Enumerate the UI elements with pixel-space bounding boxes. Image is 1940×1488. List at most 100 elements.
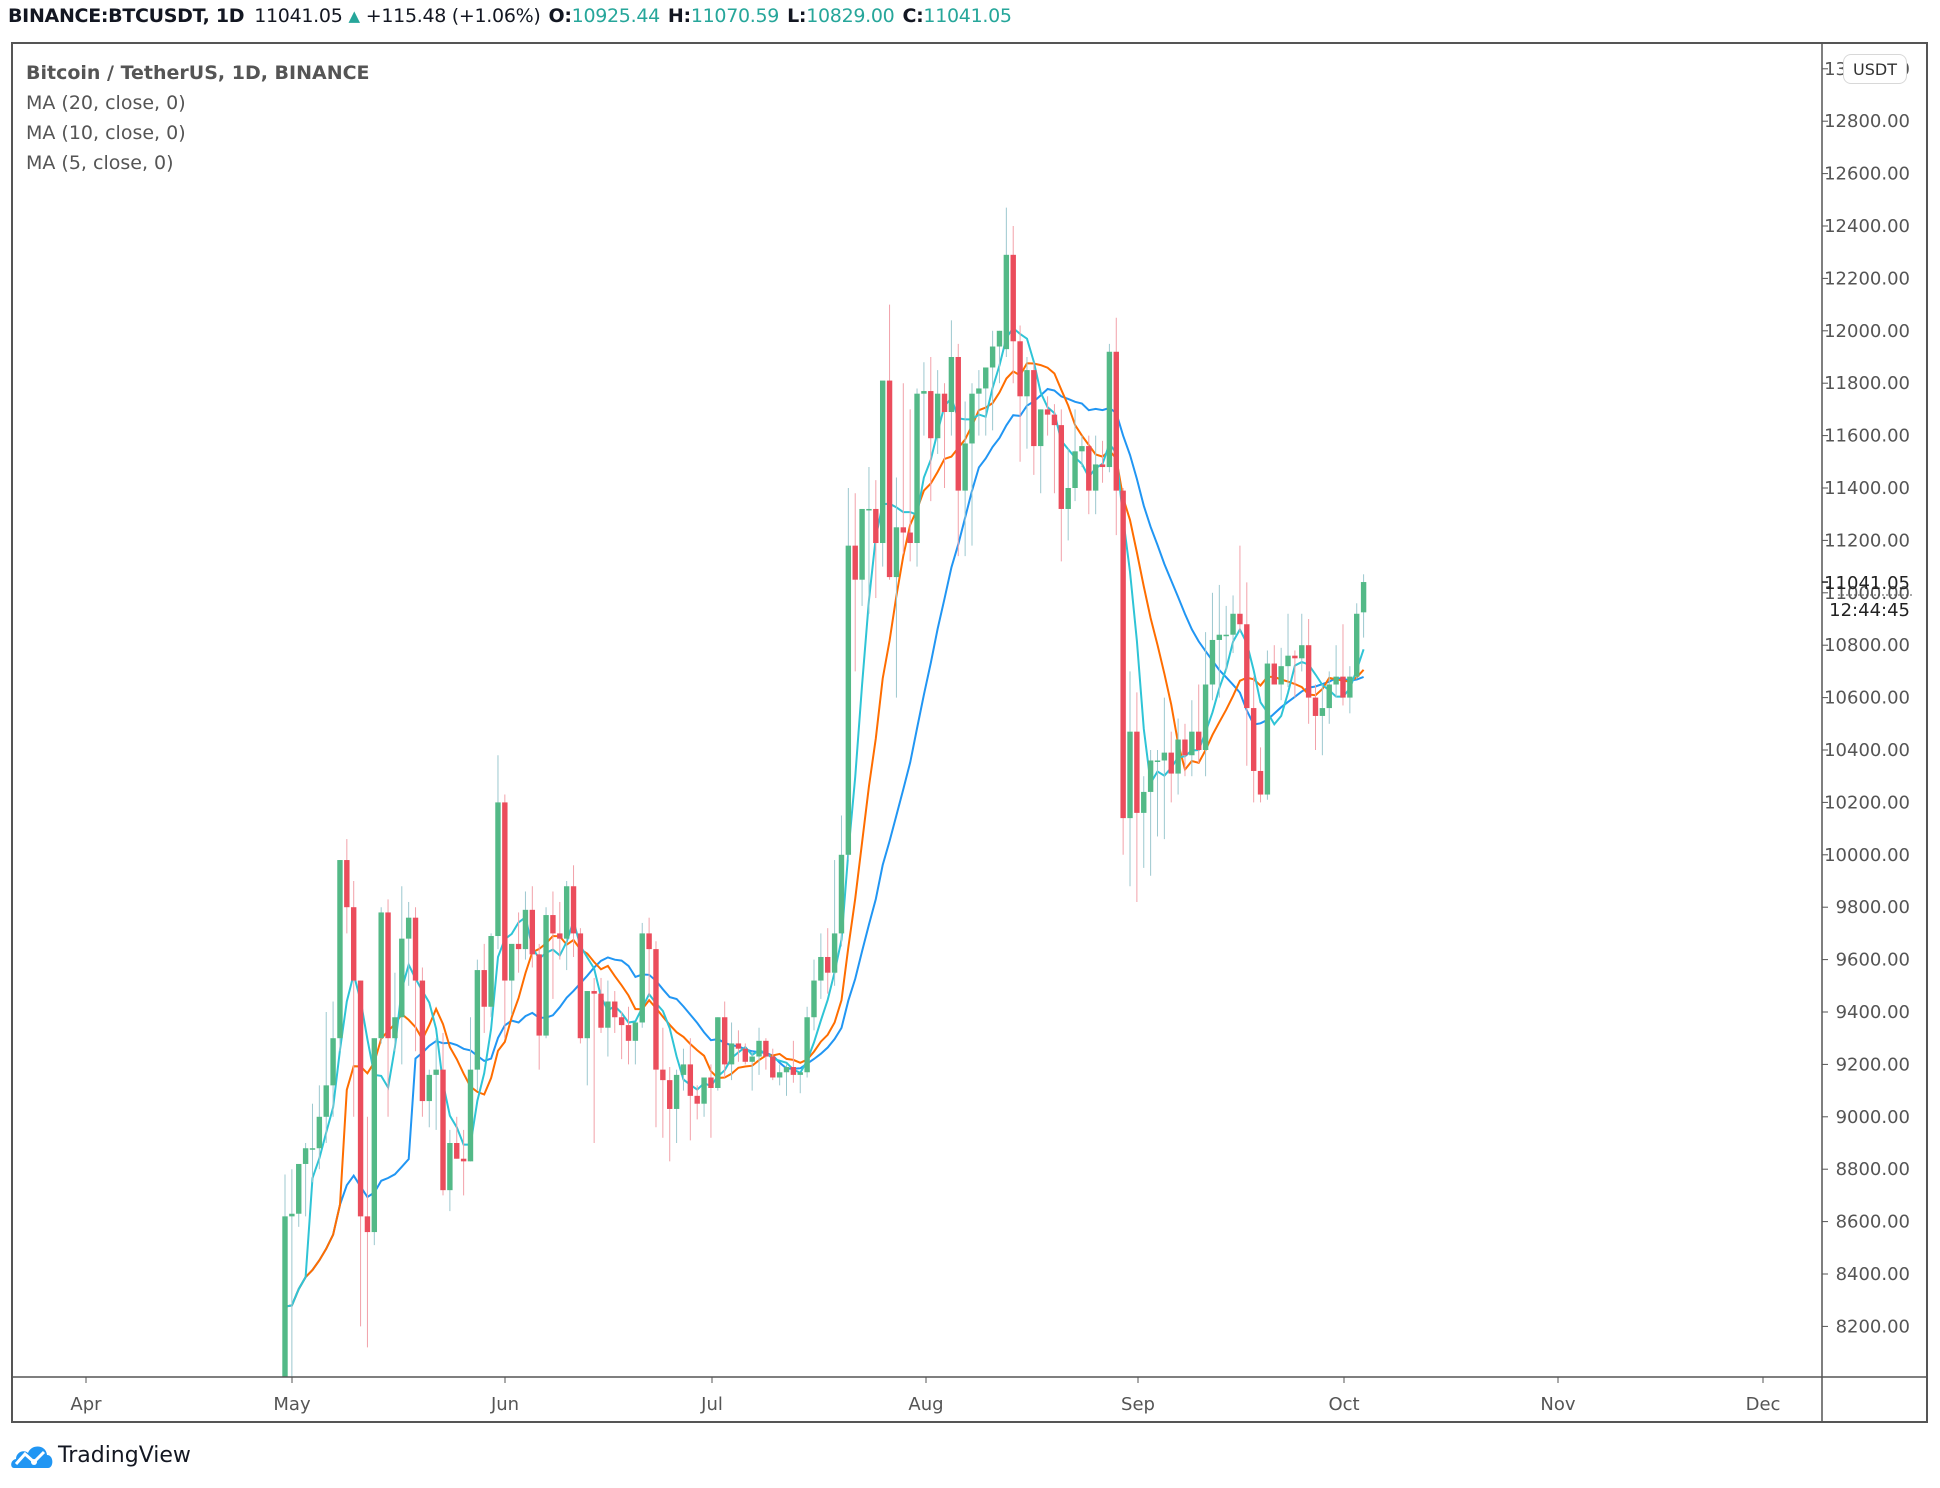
price-tick-label: 11600.00 [1824,426,1910,447]
low-label: L: [787,5,807,27]
candle [337,860,343,1039]
candle [1113,351,1119,491]
candle [797,1072,803,1075]
candle [1347,676,1353,698]
candle [1099,464,1106,468]
candle [316,1116,323,1149]
open-label: O: [548,5,572,27]
candle [955,357,961,491]
candle [790,1067,797,1075]
candle [1360,582,1367,613]
candle [873,508,879,544]
price-tick-label: 9600.00 [1836,950,1910,971]
current-price-label: 11041.05 [1824,573,1910,594]
candle [1017,341,1023,397]
candle [680,1064,687,1075]
candle [1147,760,1154,792]
tradingview-branding[interactable]: TradingView [10,1440,191,1470]
candle [1250,708,1257,771]
candle [426,1074,432,1102]
candle [667,1080,673,1109]
price-tick-label: 9000.00 [1836,1107,1910,1128]
price-tick-label: 8600.00 [1836,1212,1910,1233]
candle [1141,791,1147,813]
candle [914,393,920,544]
candle [1223,634,1229,637]
candle [1154,760,1161,762]
plot-area[interactable] [282,207,1367,1458]
candle [1354,613,1360,677]
candle [818,956,824,981]
candle [357,980,364,1217]
close-label: C: [902,5,924,27]
candle [866,508,872,511]
candle [282,1216,288,1377]
candle [543,915,549,1036]
candle [1230,613,1236,635]
candle [770,1056,776,1078]
candle [1058,425,1065,509]
candle [399,938,405,1018]
candle [1010,254,1016,342]
candle [323,1085,329,1117]
price-tick-label: 12400.00 [1824,216,1910,237]
candle [941,393,948,413]
candle [625,1025,632,1041]
candle [1196,731,1202,750]
candle [721,1017,728,1065]
candle [756,1040,762,1057]
price-tick-label: 8800.00 [1836,1159,1910,1180]
candle [330,1038,336,1086]
candle [598,993,604,1028]
candle [1278,666,1284,685]
legend-ma5[interactable]: MA (5, close, 0) [26,152,174,174]
candle [1003,254,1010,350]
candle [1340,676,1346,698]
candle [570,886,577,934]
candle [351,907,357,981]
candle [1257,770,1264,795]
candle [515,943,522,950]
candle [591,991,597,994]
time-tick-label: Sep [1121,1394,1155,1415]
candle [1031,370,1037,447]
candle [584,991,590,1039]
candle [1051,414,1058,426]
close-value: 11041.05 [923,5,1012,27]
price-tick-label: 10000.00 [1824,845,1910,866]
candle [522,909,529,950]
candle [460,1158,467,1162]
candle [1044,409,1051,415]
candle [302,1148,309,1164]
candle [687,1064,694,1096]
candle [419,980,426,1102]
candle [1237,613,1243,625]
candle [385,912,391,1039]
open-value: 10925.44 [571,5,661,27]
candle [1161,752,1168,761]
candle-countdown: 12:44:45 [1829,600,1910,621]
candle [976,388,982,394]
legend-title[interactable]: Bitcoin / TetherUS, 1D, BINANCE [26,62,370,84]
candle [509,943,515,981]
legend-ma10[interactable]: MA (10, close, 0) [26,122,186,144]
candle [550,915,556,934]
candle [735,1043,742,1049]
candle [783,1067,790,1073]
candle [934,393,941,439]
candle [701,1077,707,1104]
candle [1086,446,1092,491]
legend-ma20[interactable]: MA (20, close, 0) [26,92,186,114]
candle [618,1017,625,1026]
currency-button[interactable]: USDT [1843,54,1907,84]
candle [660,1069,666,1081]
candle [309,1148,316,1150]
price-tick-label: 11800.00 [1824,373,1910,394]
symbol-name[interactable]: BINANCE:BTCUSDT, 1D [8,5,245,27]
candle [646,933,652,950]
candle [948,357,955,413]
candle [852,545,858,580]
candle [557,933,563,939]
price-tick-label: 8400.00 [1836,1264,1910,1285]
